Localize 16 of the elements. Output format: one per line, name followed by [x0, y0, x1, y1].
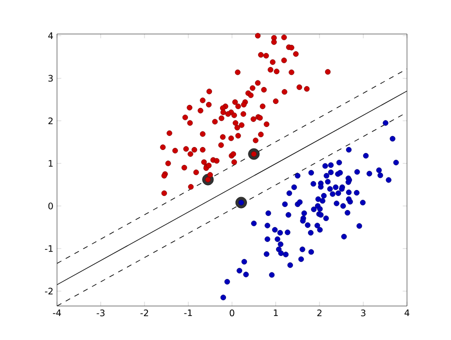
- y-tick-label: 3: [48, 74, 53, 82]
- x-tick-label: 4: [404, 310, 410, 316]
- x-tick-label: 1: [274, 310, 278, 316]
- x-tick-label: -2: [140, 310, 148, 316]
- y-tick-label: 4: [48, 32, 53, 39]
- y-tick-label: -1: [44, 245, 53, 252]
- x-tick-label: -3: [96, 310, 104, 316]
- x-tick-label: -1: [184, 310, 192, 316]
- y-tick-label: 1: [48, 160, 53, 167]
- y-tick-label: 2: [48, 118, 53, 124]
- x-tick-label: 0: [230, 310, 234, 316]
- y-tick-label: 0: [48, 202, 53, 210]
- y-tick-label: -2: [44, 288, 53, 294]
- x-tick-label: 3: [361, 310, 366, 316]
- x-tick-label: 2: [317, 310, 322, 316]
- x-tick-label: -4: [52, 310, 61, 316]
